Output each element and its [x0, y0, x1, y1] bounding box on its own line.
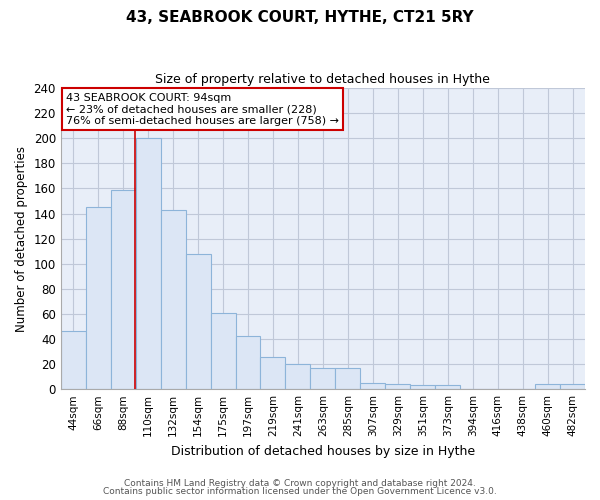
Bar [111, 190, 136, 389]
Bar [335, 368, 361, 389]
Bar [260, 356, 286, 389]
Text: Contains HM Land Registry data © Crown copyright and database right 2024.: Contains HM Land Registry data © Crown c… [124, 478, 476, 488]
Bar [211, 312, 236, 389]
Y-axis label: Number of detached properties: Number of detached properties [15, 146, 28, 332]
Bar [361, 383, 385, 389]
Bar [310, 368, 335, 389]
Bar [560, 384, 585, 389]
Text: 43, SEABROOK COURT, HYTHE, CT21 5RY: 43, SEABROOK COURT, HYTHE, CT21 5RY [126, 10, 474, 25]
Title: Size of property relative to detached houses in Hythe: Size of property relative to detached ho… [155, 72, 490, 86]
Bar [286, 364, 310, 389]
Bar [86, 208, 111, 389]
Text: 43 SEABROOK COURT: 94sqm
← 23% of detached houses are smaller (228)
76% of semi-: 43 SEABROOK COURT: 94sqm ← 23% of detach… [66, 92, 339, 126]
Bar [185, 254, 211, 389]
Bar [136, 138, 161, 389]
Bar [410, 386, 435, 389]
Bar [236, 336, 260, 389]
Bar [161, 210, 185, 389]
Bar [535, 384, 560, 389]
Bar [61, 332, 86, 389]
Bar [435, 386, 460, 389]
Bar [385, 384, 410, 389]
Text: Contains public sector information licensed under the Open Government Licence v3: Contains public sector information licen… [103, 487, 497, 496]
X-axis label: Distribution of detached houses by size in Hythe: Distribution of detached houses by size … [171, 444, 475, 458]
